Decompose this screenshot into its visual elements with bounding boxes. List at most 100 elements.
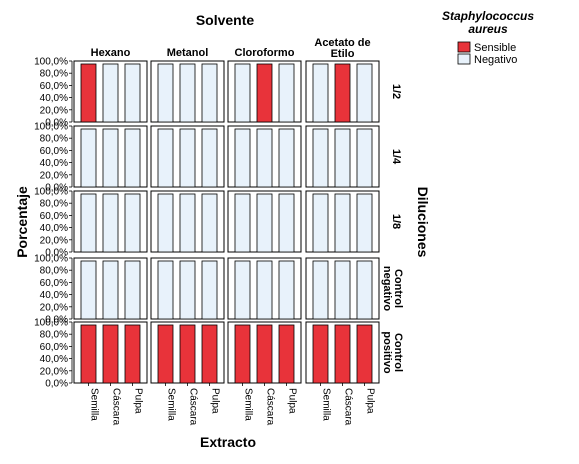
bar-negativo-control-negativo-hexano-pulpa: [124, 260, 141, 320]
bar-negativo-1-4-acetato-de-etilo-semilla: [312, 128, 329, 188]
legend-swatch-negativo: [457, 53, 471, 65]
row-axis-title: Diluciones: [415, 187, 431, 258]
bar-negativo-1-2-acetato-de-etilo-pulpa: [356, 63, 373, 123]
x-tick-label-semilla: Semilla: [243, 388, 254, 421]
y-tick-label: 80,0%: [40, 69, 68, 80]
y-tick-label: 60,0%: [40, 146, 68, 157]
y-tick-label: 100,0%: [34, 187, 68, 198]
y-tick-label: 40,0%: [40, 354, 68, 365]
bar-negativo-1-8-metanol-pulpa: [201, 193, 218, 253]
y-tick-label: 60,0%: [40, 211, 68, 222]
legend-label-sensible: Sensible: [474, 42, 516, 54]
bar-negativo-1-2-hexano-cascara: [102, 63, 119, 123]
bar-negativo-1-2-metanol-pulpa: [201, 63, 218, 123]
bar-negativo-1-2-metanol-cascara: [179, 63, 196, 123]
y-tick-label: 0,0%: [45, 118, 68, 129]
column-header-cloroformo: Cloroformo: [235, 47, 295, 59]
bar-negativo-1-4-acetato-de-etilo-cascara: [334, 128, 351, 188]
y-tick-label: 60,0%: [40, 278, 68, 289]
legend-title-line1: Staphylococcus: [442, 9, 534, 23]
bar-sensible-1-2-hexano-semilla: [80, 63, 97, 123]
x-tick-label-pulpa: Pulpa: [365, 388, 376, 414]
legend-swatch-sensible: [457, 41, 471, 53]
bar-negativo-1-4-hexano-cascara: [102, 128, 119, 188]
x-tick-label-cascara: Cáscara: [188, 388, 199, 426]
bar-negativo-control-negativo-acetato-de-etilo-cascara: [334, 260, 351, 320]
bar-negativo-1-8-acetato-de-etilo-semilla: [312, 193, 329, 253]
bar-sensible-1-2-cloroformo-cascara: [256, 63, 273, 123]
bar-sensible-control-positivo-metanol-semilla: [157, 324, 174, 384]
bar-negativo-control-negativo-metanol-cascara: [179, 260, 196, 320]
y-tick-label: 0,0%: [45, 248, 68, 259]
bar-negativo-control-negativo-metanol-semilla: [157, 260, 174, 320]
y-tick-label: 60,0%: [40, 342, 68, 353]
bar-negativo-1-8-cloroformo-cascara: [256, 193, 273, 253]
y-tick-label: 100,0%: [34, 318, 68, 329]
bar-negativo-control-negativo-hexano-semilla: [80, 260, 97, 320]
bar-negativo-1-2-acetato-de-etilo-semilla: [312, 63, 329, 123]
chart-title: Solvente: [196, 12, 255, 28]
x-tick-label-cascara: Cáscara: [265, 388, 276, 426]
y-tick-label: 20,0%: [40, 170, 68, 181]
bar-negativo-1-4-metanol-pulpa: [201, 128, 218, 188]
bar-sensible-control-positivo-metanol-cascara: [179, 324, 196, 384]
bar-sensible-control-positivo-cloroformo-semilla: [234, 324, 251, 384]
row-label-1-2: 1/2: [390, 84, 402, 99]
x-tick-label-pulpa: Pulpa: [287, 388, 298, 414]
x-tick-label-pulpa: Pulpa: [133, 388, 144, 414]
bar-negativo-1-4-hexano-pulpa: [124, 128, 141, 188]
bar-sensible-control-positivo-acetato-de-etilo-semilla: [312, 324, 329, 384]
bar-negativo-control-negativo-cloroformo-pulpa: [278, 260, 295, 320]
y-tick-label: 80,0%: [40, 266, 68, 277]
y-tick-label: 80,0%: [40, 330, 68, 341]
bar-negativo-control-negativo-acetato-de-etilo-semilla: [312, 260, 329, 320]
bar-negativo-1-2-metanol-semilla: [157, 63, 174, 123]
row-label-control-negativo: Controlnegativo: [381, 266, 404, 312]
y-tick-label: 40,0%: [40, 290, 68, 301]
x-axis-title: Extracto: [200, 434, 256, 450]
y-tick-label: 40,0%: [40, 158, 68, 169]
bar-sensible-control-positivo-acetato-de-etilo-pulpa: [356, 324, 373, 384]
y-tick-label: 100,0%: [34, 122, 68, 133]
y-tick-label: 20,0%: [40, 105, 68, 116]
x-tick-label-pulpa: Pulpa: [210, 388, 221, 414]
y-tick-label: 100,0%: [34, 57, 68, 68]
bar-negativo-control-negativo-cloroformo-semilla: [234, 260, 251, 320]
bar-negativo-1-4-metanol-semilla: [157, 128, 174, 188]
row-label-control-positivo: Controlpositivo: [381, 331, 404, 373]
y-tick-label: 40,0%: [40, 93, 68, 104]
column-header-acetato-de-etilo: Acetato de Etilo: [314, 37, 370, 60]
bar-negativo-1-2-hexano-pulpa: [124, 63, 141, 123]
bar-negativo-control-negativo-metanol-pulpa: [201, 260, 218, 320]
bar-sensible-1-2-acetato-de-etilo-cascara: [334, 63, 351, 123]
bar-negativo-1-8-cloroformo-pulpa: [278, 193, 295, 253]
bar-negativo-1-8-acetato-de-etilo-cascara: [334, 193, 351, 253]
bar-negativo-1-8-cloroformo-semilla: [234, 193, 251, 253]
y-tick-label: 80,0%: [40, 134, 68, 145]
x-tick-label-semilla: Semilla: [89, 388, 100, 421]
bar-negativo-1-8-hexano-pulpa: [124, 193, 141, 253]
x-tick-label-cascara: Cáscara: [111, 388, 122, 426]
bar-negativo-control-negativo-hexano-cascara: [102, 260, 119, 320]
bar-sensible-control-positivo-acetato-de-etilo-cascara: [334, 324, 351, 384]
bar-negativo-control-negativo-cloroformo-cascara: [256, 260, 273, 320]
y-tick-label: 20,0%: [40, 302, 68, 313]
row-label-1-8: 1/8: [390, 214, 402, 229]
y-tick-label: 0,0%: [45, 183, 68, 194]
bar-negativo-1-4-cloroformo-cascara: [256, 128, 273, 188]
legend-title-line2: aureus: [468, 22, 508, 36]
y-tick-label: 20,0%: [40, 366, 68, 377]
bar-negativo-1-4-cloroformo-semilla: [234, 128, 251, 188]
bar-negativo-1-4-hexano-semilla: [80, 128, 97, 188]
legend-label-negativo: Negativo: [474, 54, 517, 66]
y-tick-label: 0,0%: [45, 379, 68, 390]
x-tick-label-semilla: Semilla: [321, 388, 332, 421]
y-tick-label: 20,0%: [40, 235, 68, 246]
bar-negativo-1-4-acetato-de-etilo-pulpa: [356, 128, 373, 188]
bar-negativo-1-8-hexano-cascara: [102, 193, 119, 253]
y-tick-label: 40,0%: [40, 223, 68, 234]
y-axis-title: Porcentaje: [14, 186, 30, 258]
bar-sensible-control-positivo-cloroformo-cascara: [256, 324, 273, 384]
